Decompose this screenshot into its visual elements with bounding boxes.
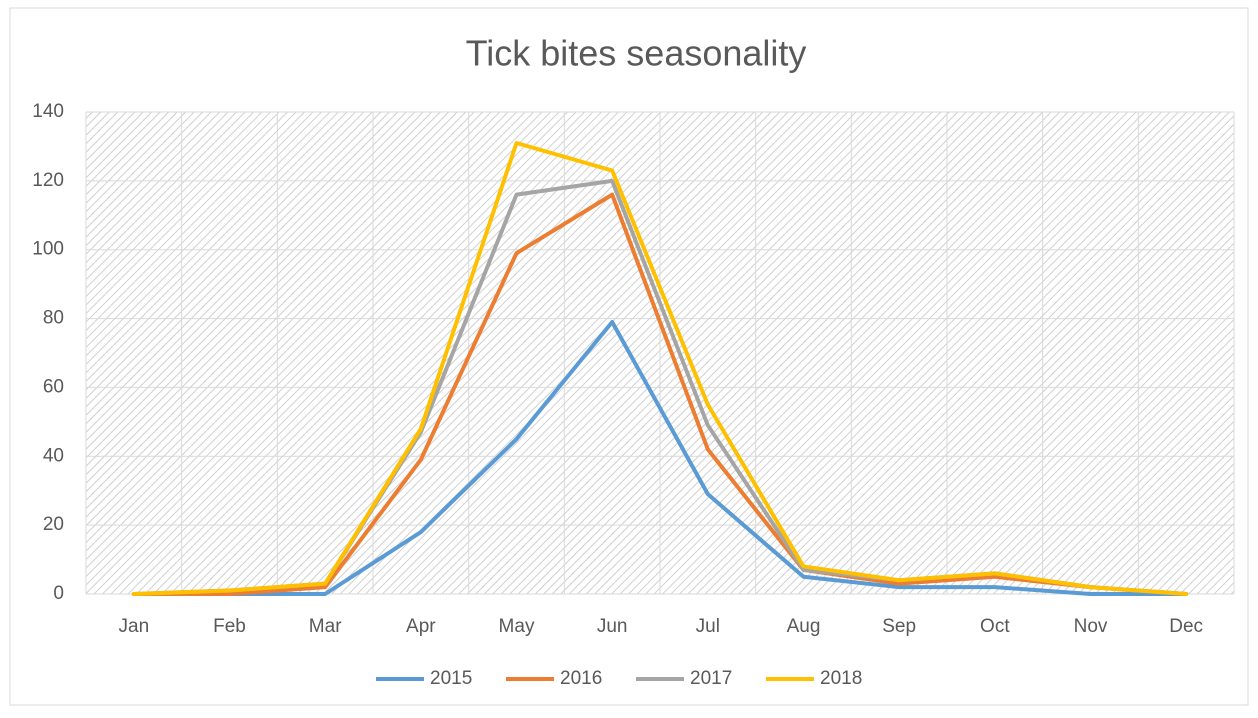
x-tick-label: Dec	[1169, 616, 1203, 637]
y-tick-label: 140	[32, 101, 64, 122]
x-tick-label: Aug	[787, 616, 821, 637]
y-tick-label: 120	[32, 170, 64, 191]
x-tick-label: Mar	[309, 616, 342, 637]
y-tick-label: 20	[43, 514, 64, 535]
x-tick-label: Sep	[882, 616, 916, 637]
y-tick-label: 0	[53, 583, 64, 604]
series-line	[131, 140, 1189, 596]
legend-label: 2018	[820, 668, 862, 689]
x-tick-label: Jan	[119, 616, 150, 637]
legend-label: 2015	[430, 668, 472, 689]
x-tick-label: May	[499, 616, 535, 637]
y-tick-label: 100	[32, 239, 64, 260]
x-tick-label: Jul	[696, 616, 720, 637]
x-tick-label: Nov	[1074, 616, 1108, 637]
legend-label: 2017	[690, 668, 732, 689]
x-tick-label: Oct	[980, 616, 1010, 637]
x-tick-label: Feb	[213, 616, 246, 637]
x-tick-label: Apr	[406, 616, 436, 637]
chart-title: Tick bites seasonality	[466, 33, 807, 74]
series-line	[131, 320, 1189, 596]
series-line	[131, 192, 1189, 596]
y-tick-label: 40	[43, 445, 64, 466]
y-tick-label: 60	[43, 376, 64, 397]
x-tick-label: Jun	[597, 616, 628, 637]
legend-label: 2016	[560, 668, 602, 689]
y-tick-label: 80	[43, 308, 64, 329]
